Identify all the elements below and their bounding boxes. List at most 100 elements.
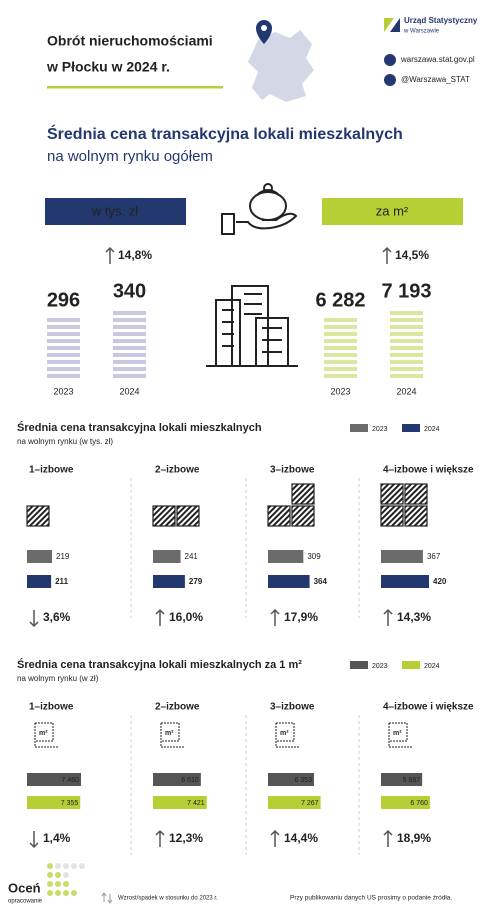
panel-label: za m² <box>376 203 409 218</box>
legend-swatch <box>350 661 368 669</box>
room-icon <box>380 505 404 527</box>
value-label: 7 193 <box>381 280 431 302</box>
bar-stripe <box>47 353 80 357</box>
change-arrow <box>29 831 39 849</box>
value-label: 364 <box>314 577 328 586</box>
group-label: 1–izbowe <box>29 702 74 713</box>
bar-stripe <box>113 332 146 336</box>
value-label: 5 687 <box>403 777 421 784</box>
title: w Płocku w 2024 r. <box>46 59 170 75</box>
bar-stripe <box>390 339 423 343</box>
bar <box>153 550 181 563</box>
room-icon <box>380 483 404 505</box>
section-subtitle: na wolnym rynku (w tys. zł) <box>17 437 113 446</box>
value-label: 7 267 <box>301 800 319 807</box>
legend-label: 2023 <box>372 663 388 670</box>
legend-swatch <box>402 424 420 432</box>
change-arrow <box>383 829 393 847</box>
map <box>248 30 314 102</box>
value-label: 6 282 <box>315 289 365 311</box>
area-icon <box>388 722 413 748</box>
change: 14,8% <box>118 248 152 262</box>
change: 14,4% <box>284 831 318 845</box>
value-label: 309 <box>307 552 321 561</box>
bar-stripe <box>390 346 423 350</box>
change: 16,0% <box>169 610 203 624</box>
room-icon <box>267 505 291 527</box>
group-label: 3–izbowe <box>270 465 315 476</box>
bar-stripe <box>390 325 423 329</box>
change: 1,4% <box>43 831 71 845</box>
bar-stripe <box>47 346 80 350</box>
group-label: 2–izbowe <box>155 702 200 713</box>
bar <box>268 796 321 809</box>
year-label: 2024 <box>396 386 416 396</box>
bar-stripe <box>113 374 146 378</box>
pin <box>256 20 272 44</box>
bar <box>153 796 207 809</box>
change-arrow <box>270 608 280 626</box>
value-label: 219 <box>56 552 70 561</box>
bar <box>27 575 52 588</box>
value-label: 420 <box>433 577 447 586</box>
change-arrow <box>105 246 115 264</box>
group-label: 3–izbowe <box>270 702 315 713</box>
bar-stripe <box>113 353 146 357</box>
bar-stripe <box>390 367 423 371</box>
section-subtitle: na wolnym rynku (w zł) <box>17 674 99 683</box>
change: 17,9% <box>284 610 318 624</box>
change-arrow <box>155 608 165 626</box>
section-title: Średnia cena transakcyjna lokali mieszka… <box>17 658 302 671</box>
year-label: 2023 <box>53 386 73 396</box>
bar <box>153 773 201 786</box>
bar-stripe <box>113 360 146 364</box>
room-icon <box>291 483 315 505</box>
bar <box>27 796 81 809</box>
group-label: 4–izbowe i większe <box>383 465 474 476</box>
rate-sub: opracowanie <box>8 899 43 905</box>
legend-label: 2024 <box>424 663 440 670</box>
icon-label: m² <box>165 730 174 737</box>
bar-stripe <box>324 360 357 364</box>
x-icon <box>384 74 396 86</box>
area-icon <box>34 722 59 748</box>
bar-stripe <box>47 339 80 343</box>
bar-stripe <box>324 339 357 343</box>
bar <box>324 318 357 378</box>
bar-stripe <box>324 367 357 371</box>
year-label: 2023 <box>330 386 350 396</box>
website: warszawa.stat.gov.pl <box>400 55 475 64</box>
logo <box>384 18 394 32</box>
value-label: 7 421 <box>187 800 205 807</box>
value-label: 367 <box>427 552 441 561</box>
bar-stripe <box>324 353 357 357</box>
bar-stripe <box>324 346 357 350</box>
section-title: Średnia cena transakcyjna lokali mieszka… <box>47 124 403 143</box>
bar <box>27 550 53 563</box>
bar <box>47 318 80 378</box>
bar <box>381 796 430 809</box>
bar <box>113 311 146 378</box>
room-icon <box>176 505 200 527</box>
value-label: 296 <box>47 290 80 312</box>
bar-stripe <box>324 332 357 336</box>
room-icon <box>291 505 315 527</box>
bar-stripe <box>47 367 80 371</box>
bar-stripe <box>113 339 146 343</box>
underline <box>47 86 223 89</box>
bar-stripe <box>113 367 146 371</box>
change-arrow <box>270 829 280 847</box>
room-icon <box>152 505 176 527</box>
change: 3,6% <box>43 610 71 624</box>
legend-swatch <box>402 661 420 669</box>
panel-header <box>322 198 463 225</box>
bar-stripe <box>390 318 423 322</box>
icon-label: m² <box>39 730 48 737</box>
group-label: 1–izbowe <box>29 465 74 476</box>
section-subtitle: na wolnym rynku ogółem <box>47 148 213 165</box>
value-label: 6 610 <box>181 777 199 784</box>
change: 14,5% <box>395 248 429 262</box>
